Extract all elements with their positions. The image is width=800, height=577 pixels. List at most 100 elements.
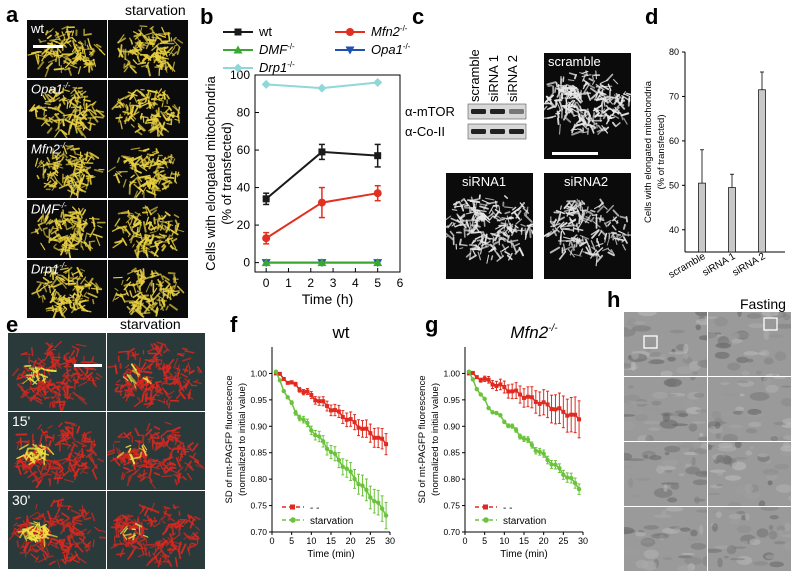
data-point: [383, 513, 389, 518]
mitochondrion: [73, 109, 81, 113]
mitochondrion: [168, 46, 176, 56]
mitochondrion: [169, 373, 175, 380]
mitochondrion: [63, 369, 72, 376]
mitochondrion: [137, 552, 148, 558]
mitochondrion: [48, 88, 53, 93]
mitochondrion: [62, 209, 65, 218]
mitochondrion: [499, 250, 504, 258]
mitochondrion: [51, 394, 58, 400]
mitochondrion: [146, 403, 153, 409]
em-texture: [691, 456, 696, 466]
mitochondrion: [573, 253, 582, 257]
mitochondrion: [83, 366, 94, 371]
mitochondrion: [149, 244, 160, 248]
mitochondrion: [70, 171, 77, 176]
mitochondrion: [147, 221, 153, 230]
em-texture: [772, 372, 777, 376]
mitochondrion: [122, 394, 130, 399]
mitochondrion: [556, 102, 562, 112]
mitochondrion: [48, 237, 51, 244]
mitochondrion: [155, 52, 167, 55]
em-texture: [765, 384, 779, 393]
x-axis-label: Time (min): [307, 549, 354, 560]
mitochondrion: [589, 122, 598, 128]
mitochondrion: [176, 38, 184, 44]
panel-a-column-title: starvation: [125, 2, 186, 18]
mitochondrion: [45, 218, 52, 225]
data-point: [376, 435, 381, 440]
mitochondrion: [127, 221, 133, 232]
mitochondrion: [153, 33, 162, 42]
em-texture: [756, 528, 769, 538]
mitochondrion: [187, 514, 191, 520]
em-texture: [683, 353, 689, 360]
mitochondrion: [46, 127, 53, 134]
mitochondrion: [64, 222, 68, 229]
em-texture: [677, 412, 689, 418]
mitochondrion: [620, 114, 624, 121]
zoom-box: [643, 335, 658, 349]
mitochondrion: [188, 446, 193, 452]
mitochondrion: [458, 238, 462, 246]
data-point: [336, 457, 342, 463]
mitochondrion: [76, 47, 87, 51]
x-tick-label: 4: [352, 276, 359, 290]
mitochondrion: [155, 464, 161, 469]
mitochondrion: [47, 533, 58, 538]
mitochondrion: [137, 295, 149, 301]
mitochondrion: [159, 224, 164, 231]
mitochondrion: [163, 376, 172, 380]
legend-label: - -: [503, 503, 512, 514]
mitochondrion: [16, 454, 25, 460]
electron-micrograph: [624, 312, 707, 376]
mitochondrion: [92, 233, 103, 238]
mitochondrion: [186, 442, 194, 448]
mitochondrion: [63, 553, 67, 563]
mitochondrion: [58, 297, 64, 303]
mitochondrion: [73, 293, 81, 297]
data-point: [486, 377, 491, 382]
mitochondrion: [44, 354, 49, 362]
mitochondrion: [55, 33, 66, 39]
mitochondrion: [64, 457, 73, 461]
mitochondrion: [132, 545, 139, 549]
mitochondrion: [135, 281, 139, 288]
mitochondrion: [137, 303, 141, 310]
mitochondrion: [148, 156, 151, 162]
mitochondrion: [573, 101, 577, 107]
mitochondrion: [158, 281, 165, 287]
mitochondrion: [577, 115, 586, 125]
data-point: [285, 395, 290, 400]
mitochondrion: [133, 470, 138, 475]
mitochondrion: [78, 537, 85, 543]
mitochondrion: [63, 38, 69, 45]
data-point: [513, 427, 519, 433]
data-point: [372, 498, 377, 504]
mitochondrion: [114, 534, 120, 538]
mitochondrion: [507, 252, 513, 261]
mitochondrion: [157, 557, 162, 568]
mitochondrion: [177, 444, 187, 451]
mitochondrion: [156, 540, 160, 550]
mitochondrion: [29, 522, 38, 526]
mitochondrion: [77, 396, 88, 405]
em-texture: [661, 509, 667, 517]
em-texture: [731, 338, 743, 344]
em-texture: [776, 549, 789, 559]
mitochondrion: [130, 124, 135, 128]
em-texture: [631, 420, 639, 425]
mitochondrion: [157, 460, 165, 465]
data-point: [289, 400, 294, 405]
y-tick-label: 0.95: [250, 395, 267, 405]
mitochondrion: [145, 539, 148, 544]
mitochondrion: [180, 453, 184, 458]
data-point: [360, 426, 365, 431]
mitochondrion: [177, 352, 186, 355]
em-texture: [645, 434, 654, 441]
mitochondrion: [186, 515, 193, 524]
mitochondrion: [606, 238, 610, 246]
mitochondrion: [74, 120, 85, 125]
mitochondrion: [54, 305, 63, 310]
mitochondrion: [145, 274, 156, 280]
mitochondrion: [127, 211, 134, 215]
